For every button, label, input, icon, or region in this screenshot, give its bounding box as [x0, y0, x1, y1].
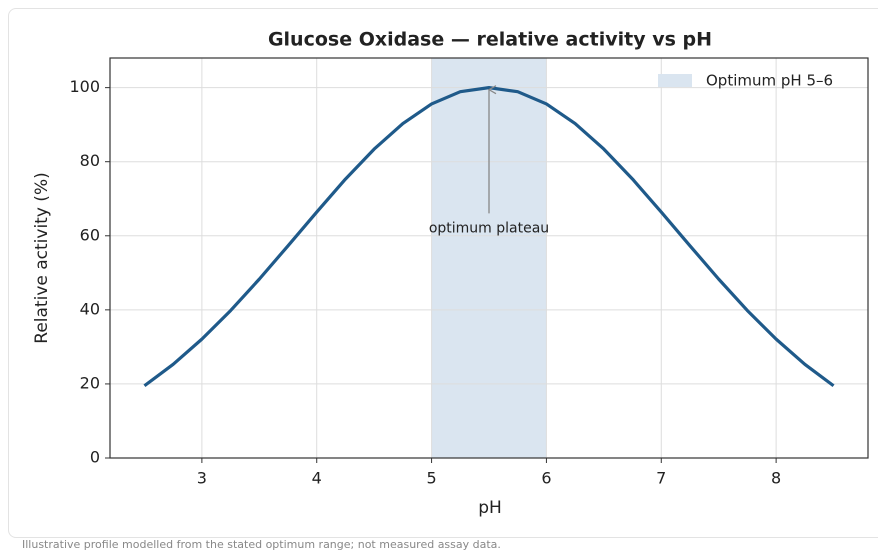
chart-title: Glucose Oxidase — relative activity vs p… — [268, 29, 712, 51]
x-tick-label: 3 — [197, 469, 207, 488]
legend-label: Optimum pH 5–6 — [706, 72, 833, 90]
card — [8, 8, 878, 538]
y-tick-label: 40 — [80, 299, 100, 318]
footnote: Illustrative profile modelled from the s… — [22, 538, 501, 551]
y-tick-label: 100 — [69, 77, 100, 96]
x-tick-label: 7 — [656, 469, 666, 488]
x-tick-label: 4 — [312, 469, 322, 488]
x-tick-label: 6 — [541, 469, 551, 488]
y-tick-label: 0 — [90, 448, 100, 467]
x-tick-label: 5 — [426, 469, 436, 488]
y-tick-label: 20 — [80, 373, 100, 392]
legend-swatch — [658, 74, 692, 87]
y-tick-label: 60 — [80, 225, 100, 244]
plot-frame — [109, 57, 869, 459]
y-tick-label: 80 — [80, 151, 100, 170]
y-axis-label: Relative activity (%) — [32, 172, 52, 343]
x-axis-label: pH — [478, 498, 502, 518]
x-tick-label: 8 — [771, 469, 781, 488]
annotation-text: optimum plateau — [429, 220, 549, 236]
